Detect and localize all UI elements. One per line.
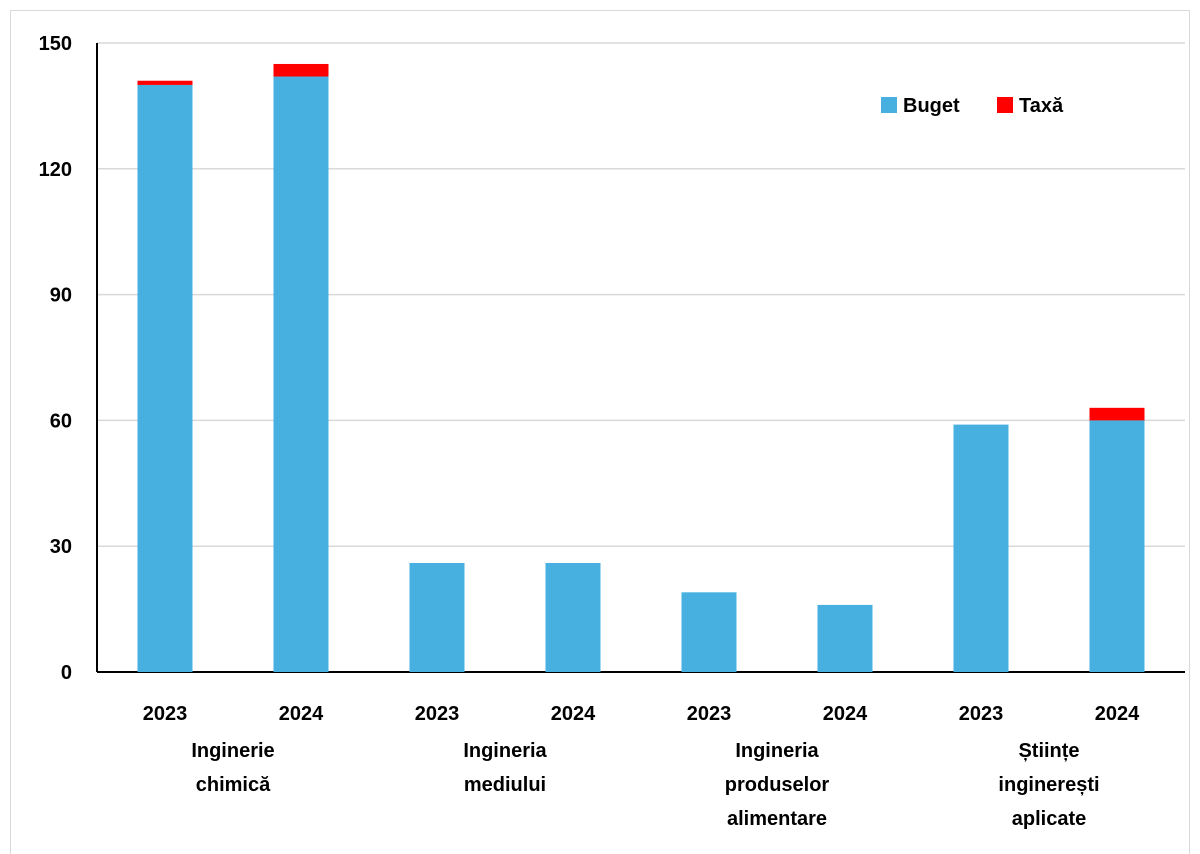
legend-swatch-0 — [881, 97, 897, 113]
group-label: Inginerie — [191, 740, 274, 762]
x-tick-label: 2023 — [143, 703, 188, 725]
group-label: inginerești — [998, 774, 1099, 796]
bar-buget-2 — [409, 562, 465, 672]
group-label: mediului — [464, 774, 546, 796]
bar-buget-3 — [545, 562, 601, 672]
group-label: Ingineria — [735, 740, 819, 762]
group-label: aplicate — [1012, 808, 1086, 830]
group-label: chimică — [196, 774, 271, 796]
chart-frame — [10, 10, 1190, 854]
x-tick-label: 2023 — [959, 703, 1004, 725]
legend-swatch-1 — [997, 97, 1013, 113]
bar-buget-5 — [817, 604, 873, 672]
x-tick-label: 2024 — [1095, 703, 1140, 725]
x-tick-label: 2024 — [279, 703, 324, 725]
y-tick-label: 150 — [39, 33, 72, 55]
bar-taxa-0 — [137, 80, 193, 85]
x-tick-label: 2023 — [415, 703, 460, 725]
legend-label: Buget — [903, 95, 960, 117]
y-tick-label: 60 — [50, 410, 72, 432]
y-tick-label: 120 — [39, 159, 72, 181]
group-label: alimentare — [727, 808, 827, 830]
bar-buget-0 — [137, 84, 193, 672]
x-tick-label: 2023 — [687, 703, 732, 725]
group-label: Științe — [1018, 740, 1079, 762]
y-tick-label: 90 — [50, 285, 72, 307]
legend-label: Taxă — [1019, 95, 1064, 117]
group-label: Ingineria — [463, 740, 547, 762]
bar-buget-6 — [953, 424, 1009, 672]
bar-taxa-1 — [273, 63, 329, 77]
group-label: produselor — [725, 774, 830, 796]
bar-taxa-7 — [1089, 407, 1145, 421]
bar-buget-4 — [681, 592, 737, 672]
x-tick-label: 2024 — [823, 703, 868, 725]
bar-buget-7 — [1089, 420, 1145, 672]
bar-buget-1 — [273, 76, 329, 672]
y-tick-label: 30 — [50, 536, 72, 558]
x-tick-label: 2024 — [551, 703, 596, 725]
y-tick-label: 0 — [61, 662, 72, 684]
